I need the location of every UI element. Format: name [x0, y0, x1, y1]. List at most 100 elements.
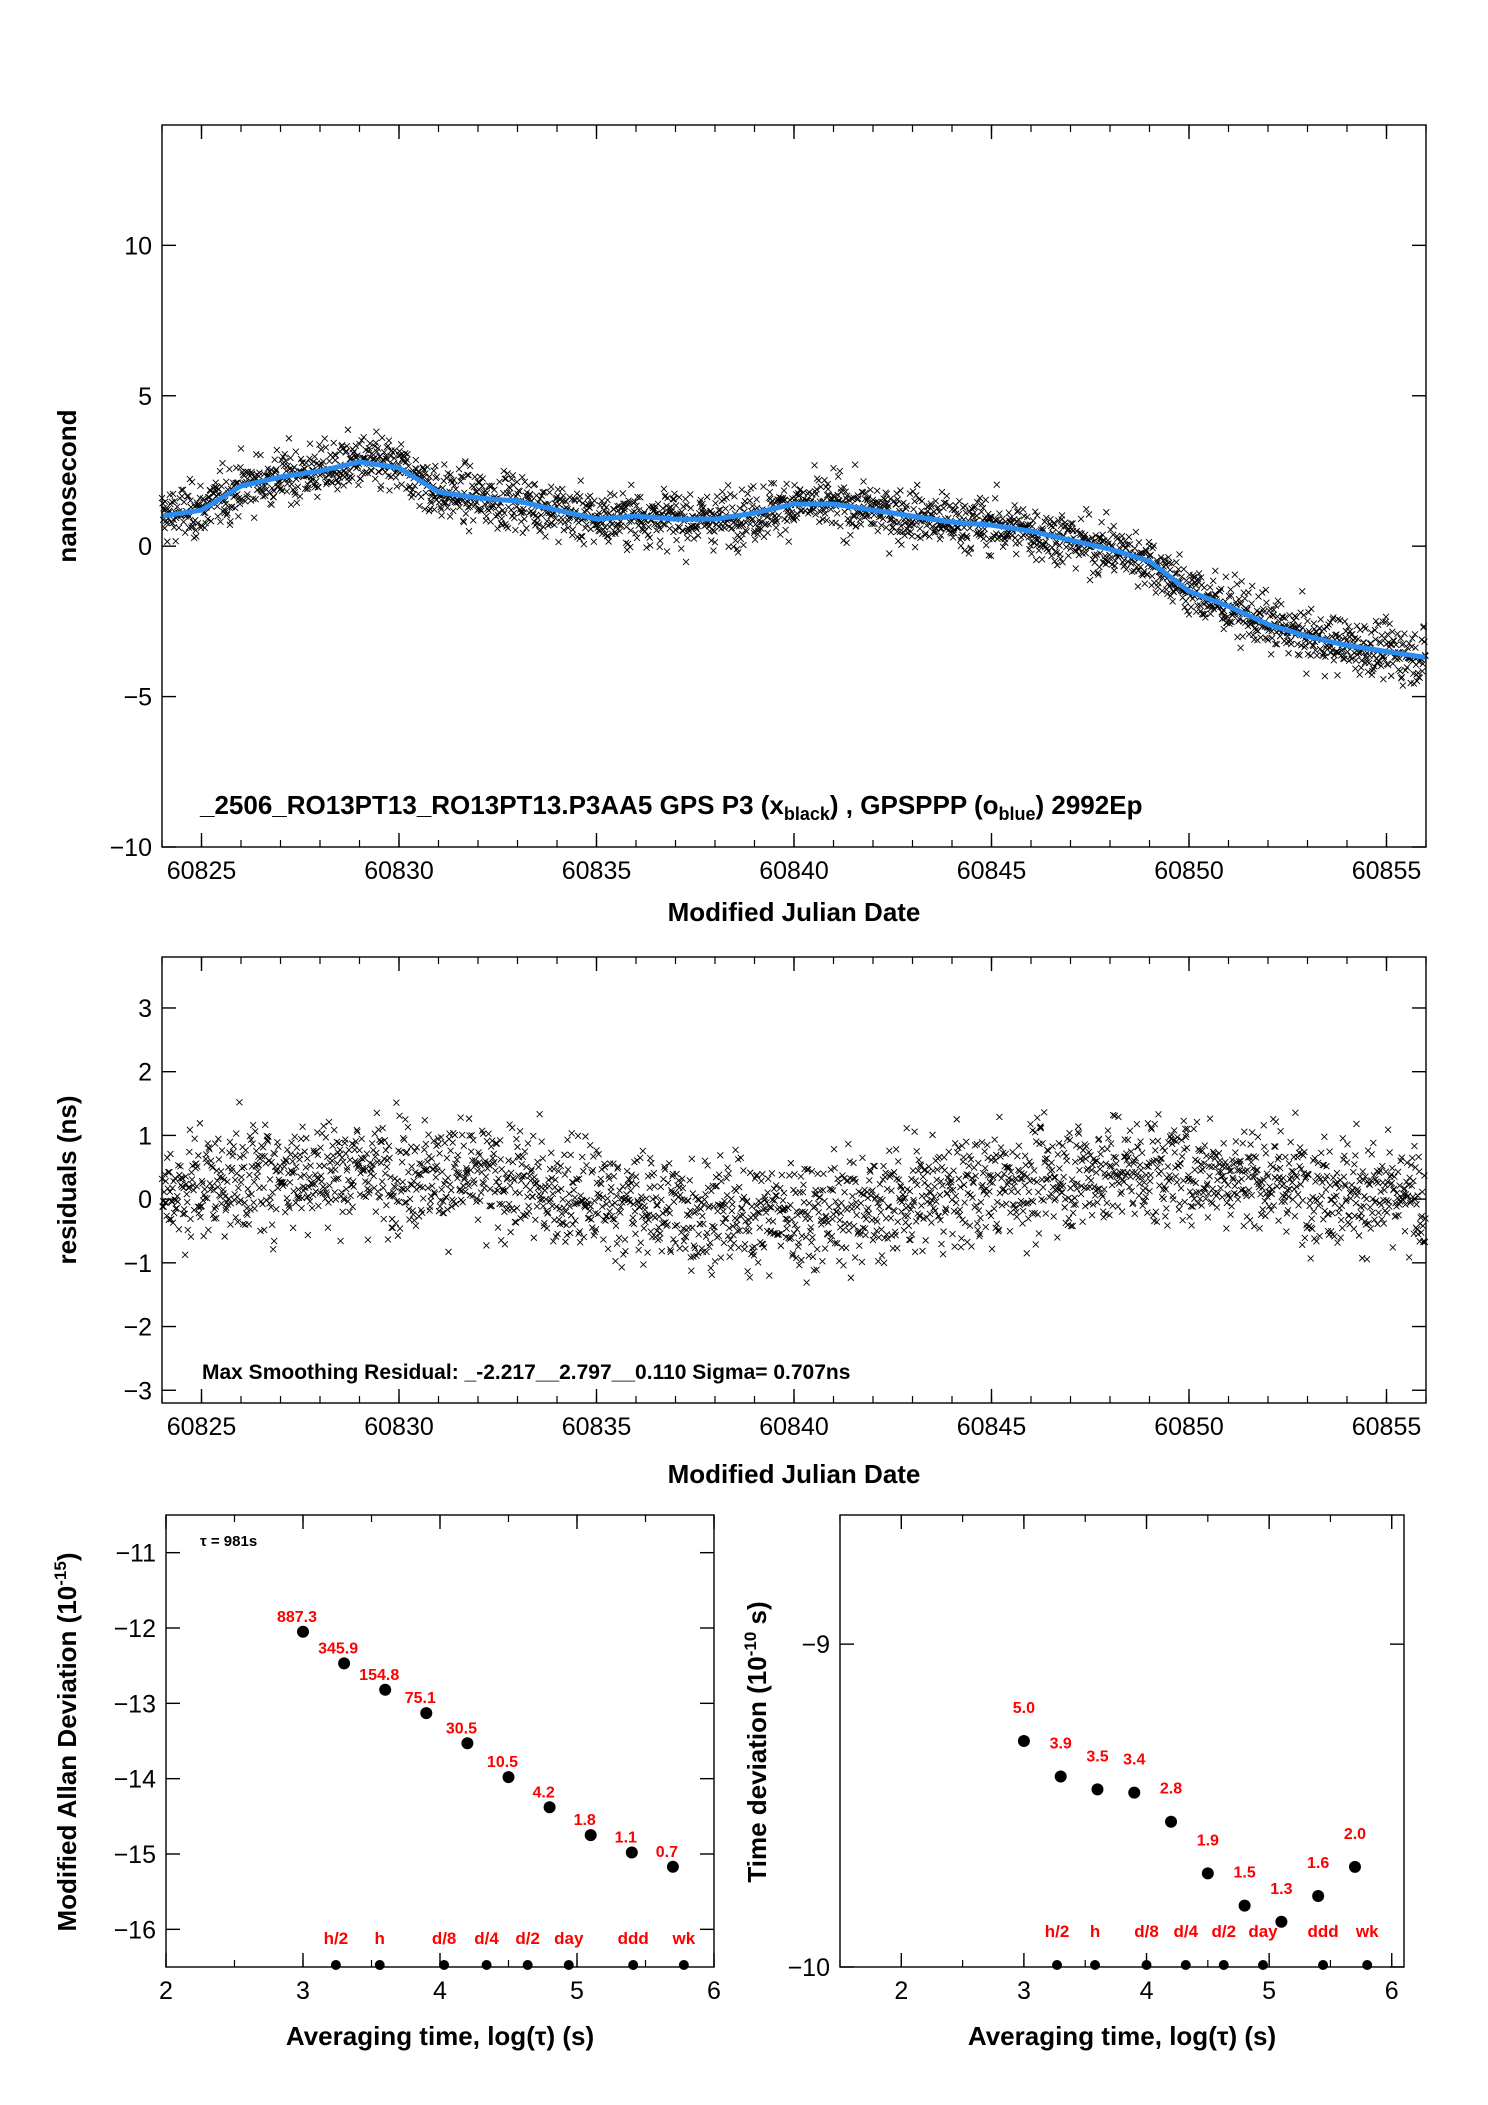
raw-point	[898, 541, 905, 549]
raw-point	[848, 520, 856, 528]
raw-point	[388, 447, 395, 454]
raw-point	[437, 506, 445, 513]
raw-point	[305, 484, 312, 491]
raw-point	[922, 530, 929, 537]
raw-point	[780, 497, 787, 505]
raw-point	[1020, 532, 1027, 539]
raw-point	[576, 493, 584, 500]
raw-point	[732, 537, 739, 544]
raw-point	[736, 504, 744, 512]
raw-point	[1019, 506, 1027, 513]
raw-point	[496, 478, 503, 486]
raw-point	[1001, 539, 1009, 547]
raw-point	[897, 487, 904, 494]
raw-point	[740, 501, 748, 509]
raw-point	[452, 485, 460, 493]
raw-point	[1011, 502, 1018, 509]
raw-point	[677, 545, 685, 552]
raw-point	[753, 496, 760, 503]
raw-point	[987, 552, 995, 560]
raw-point	[465, 527, 473, 535]
raw-point	[519, 529, 527, 537]
raw-point	[498, 515, 506, 523]
raw-point	[487, 518, 494, 526]
raw-point	[993, 481, 1001, 489]
raw-point	[843, 539, 850, 547]
raw-point	[382, 455, 390, 462]
raw-point	[268, 484, 276, 492]
raw-point	[611, 491, 618, 499]
raw-point	[443, 474, 450, 482]
raw-point	[175, 524, 183, 532]
raw-point	[586, 504, 593, 511]
raw-point	[470, 483, 478, 491]
raw-point	[458, 497, 466, 505]
raw-point	[712, 500, 719, 507]
raw-point	[356, 440, 363, 448]
raw-point	[560, 526, 568, 534]
raw-point	[546, 489, 553, 496]
raw-point	[404, 450, 411, 458]
raw-point	[534, 514, 541, 521]
raw-point	[815, 477, 823, 484]
raw-point	[893, 528, 901, 535]
raw-point	[770, 479, 778, 487]
raw-point	[619, 490, 627, 497]
raw-point	[571, 495, 578, 503]
raw-point	[646, 534, 654, 542]
raw-point	[516, 487, 523, 495]
raw-point	[373, 428, 380, 436]
raw-point	[911, 497, 918, 505]
raw-point	[987, 515, 994, 523]
raw-point	[417, 493, 425, 501]
raw-point	[460, 518, 468, 526]
raw-point	[521, 515, 528, 523]
raw-point	[605, 538, 612, 545]
raw-point	[1016, 539, 1023, 547]
raw-point	[606, 523, 613, 531]
raw-point	[181, 529, 189, 536]
raw-point	[433, 473, 441, 481]
raw-point	[459, 473, 467, 481]
raw-point	[354, 452, 361, 459]
raw-point	[827, 505, 835, 513]
raw-point	[1023, 513, 1031, 521]
raw-point	[535, 521, 543, 528]
raw-point	[851, 512, 858, 519]
raw-point	[461, 460, 469, 467]
raw-point	[309, 476, 316, 484]
raw-point	[378, 434, 386, 442]
raw-point	[343, 442, 351, 450]
raw-point	[502, 475, 510, 482]
raw-point	[783, 480, 790, 488]
raw-point	[465, 471, 472, 479]
raw-point	[996, 510, 1003, 517]
raw-point	[938, 488, 946, 496]
raw-point	[694, 522, 701, 530]
raw-point	[913, 519, 921, 526]
raw-point	[965, 550, 973, 557]
raw-point	[237, 463, 244, 471]
raw-point	[663, 548, 671, 555]
raw-point	[270, 493, 277, 501]
raw-point	[962, 509, 970, 517]
raw-point	[821, 510, 829, 517]
raw-point	[321, 435, 329, 442]
raw-point	[834, 473, 842, 480]
raw-point	[602, 510, 610, 517]
raw-point	[678, 508, 686, 516]
raw-point	[700, 504, 707, 511]
raw-point	[755, 525, 763, 532]
raw-point	[412, 456, 420, 464]
raw-point	[520, 509, 528, 516]
raw-point	[671, 490, 678, 498]
raw-point	[633, 534, 641, 542]
raw-point	[969, 510, 977, 518]
raw-point	[864, 494, 872, 501]
raw-point	[294, 483, 302, 491]
raw-point	[374, 444, 382, 452]
raw-point	[773, 518, 781, 525]
raw-point	[501, 475, 509, 483]
raw-point	[834, 491, 842, 499]
raw-point	[1007, 514, 1014, 522]
